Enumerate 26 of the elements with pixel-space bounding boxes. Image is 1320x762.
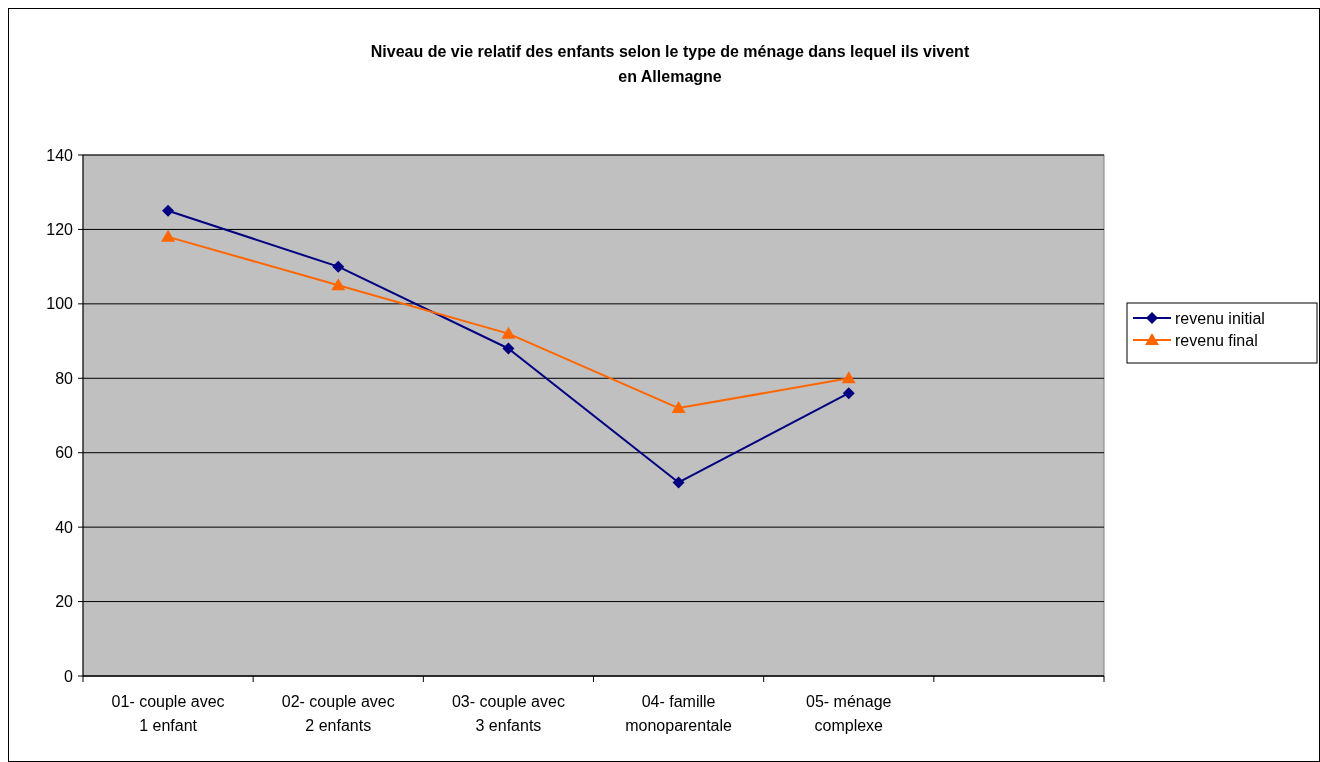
y-tick-label: 120 (46, 221, 74, 239)
chart-title: Niveau de vie relatif des enfants selon le type de ménage dans lequel ils vivent en Allemagne (370, 43, 970, 85)
x-tick-label: 02- couple avec 2 enfants (281, 693, 395, 734)
y-tick-label: 40 (55, 518, 74, 536)
y-tick-label: 60 (55, 444, 74, 462)
legend-label: revenu final (1175, 331, 1258, 349)
y-tick-label: 0 (64, 667, 74, 685)
y-tick-label: 80 (55, 369, 74, 387)
point (672, 476, 685, 489)
point (671, 401, 686, 414)
point (502, 342, 515, 355)
y-tick-label: 20 (55, 593, 74, 611)
y-tick-label: 100 (46, 295, 74, 313)
point (161, 229, 176, 242)
point (842, 387, 855, 400)
y-tick-label: 140 (46, 146, 74, 164)
x-tick-label: 04- famille monoparentale (625, 693, 733, 734)
point (332, 260, 345, 273)
legend-label: revenu initial (1175, 309, 1265, 327)
x-tick-label: 01- couple avec 1 enfant (111, 693, 225, 734)
point (501, 326, 516, 339)
point (331, 278, 346, 291)
point (841, 371, 856, 384)
x-tick-label: 05- ménage complexe (806, 693, 892, 734)
point (162, 204, 175, 217)
x-tick-label: 03- couple avec 3 enfants (451, 693, 565, 734)
